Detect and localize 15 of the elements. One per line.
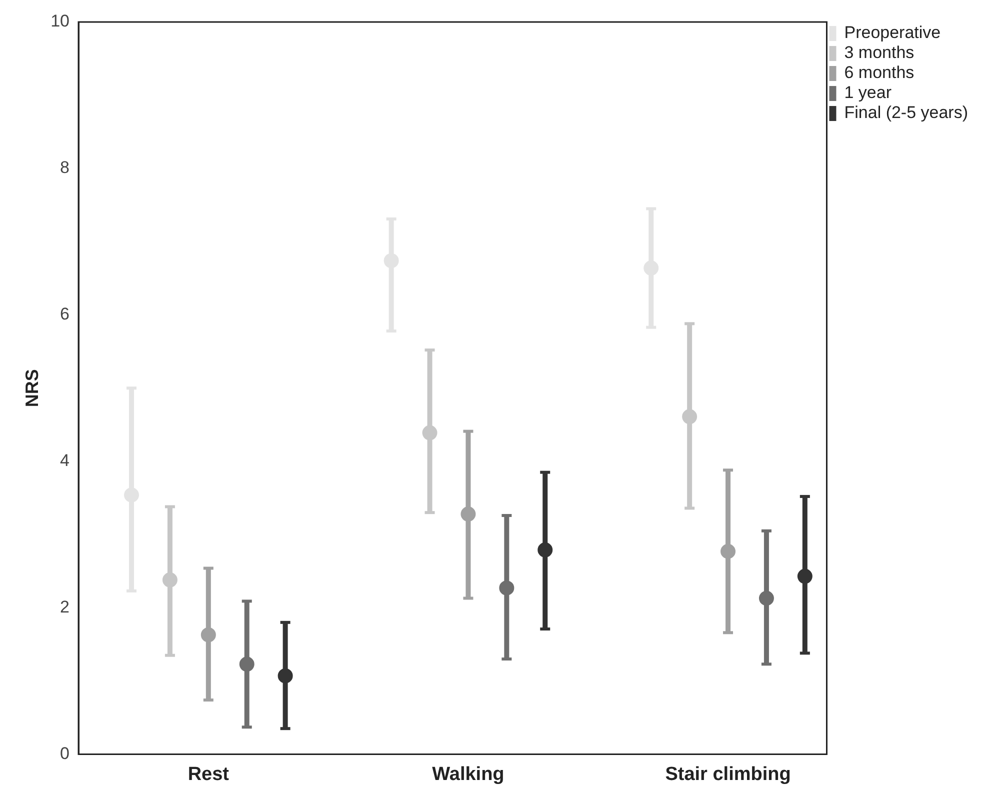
y-tick-label: 4 xyxy=(60,451,70,470)
x-tick-label: Rest xyxy=(188,764,230,785)
y-axis-title: NRS xyxy=(22,369,42,408)
y-tick-label: 10 xyxy=(50,12,70,31)
y-tick-label: 6 xyxy=(60,304,70,324)
y-tick-label: 8 xyxy=(60,158,70,178)
legend-label: Preoperative xyxy=(844,23,941,42)
x-tick-label: Walking xyxy=(432,764,504,785)
legend-label: 3 months xyxy=(844,43,914,62)
y-tick-label: 2 xyxy=(60,597,70,616)
legend-label: 1 year xyxy=(844,83,892,102)
legend-label: Final (2-5 years) xyxy=(844,103,968,122)
x-tick-label: Stair climbing xyxy=(665,764,791,785)
y-tick-label: 0 xyxy=(60,744,70,763)
legend-label: 6 months xyxy=(844,63,914,82)
